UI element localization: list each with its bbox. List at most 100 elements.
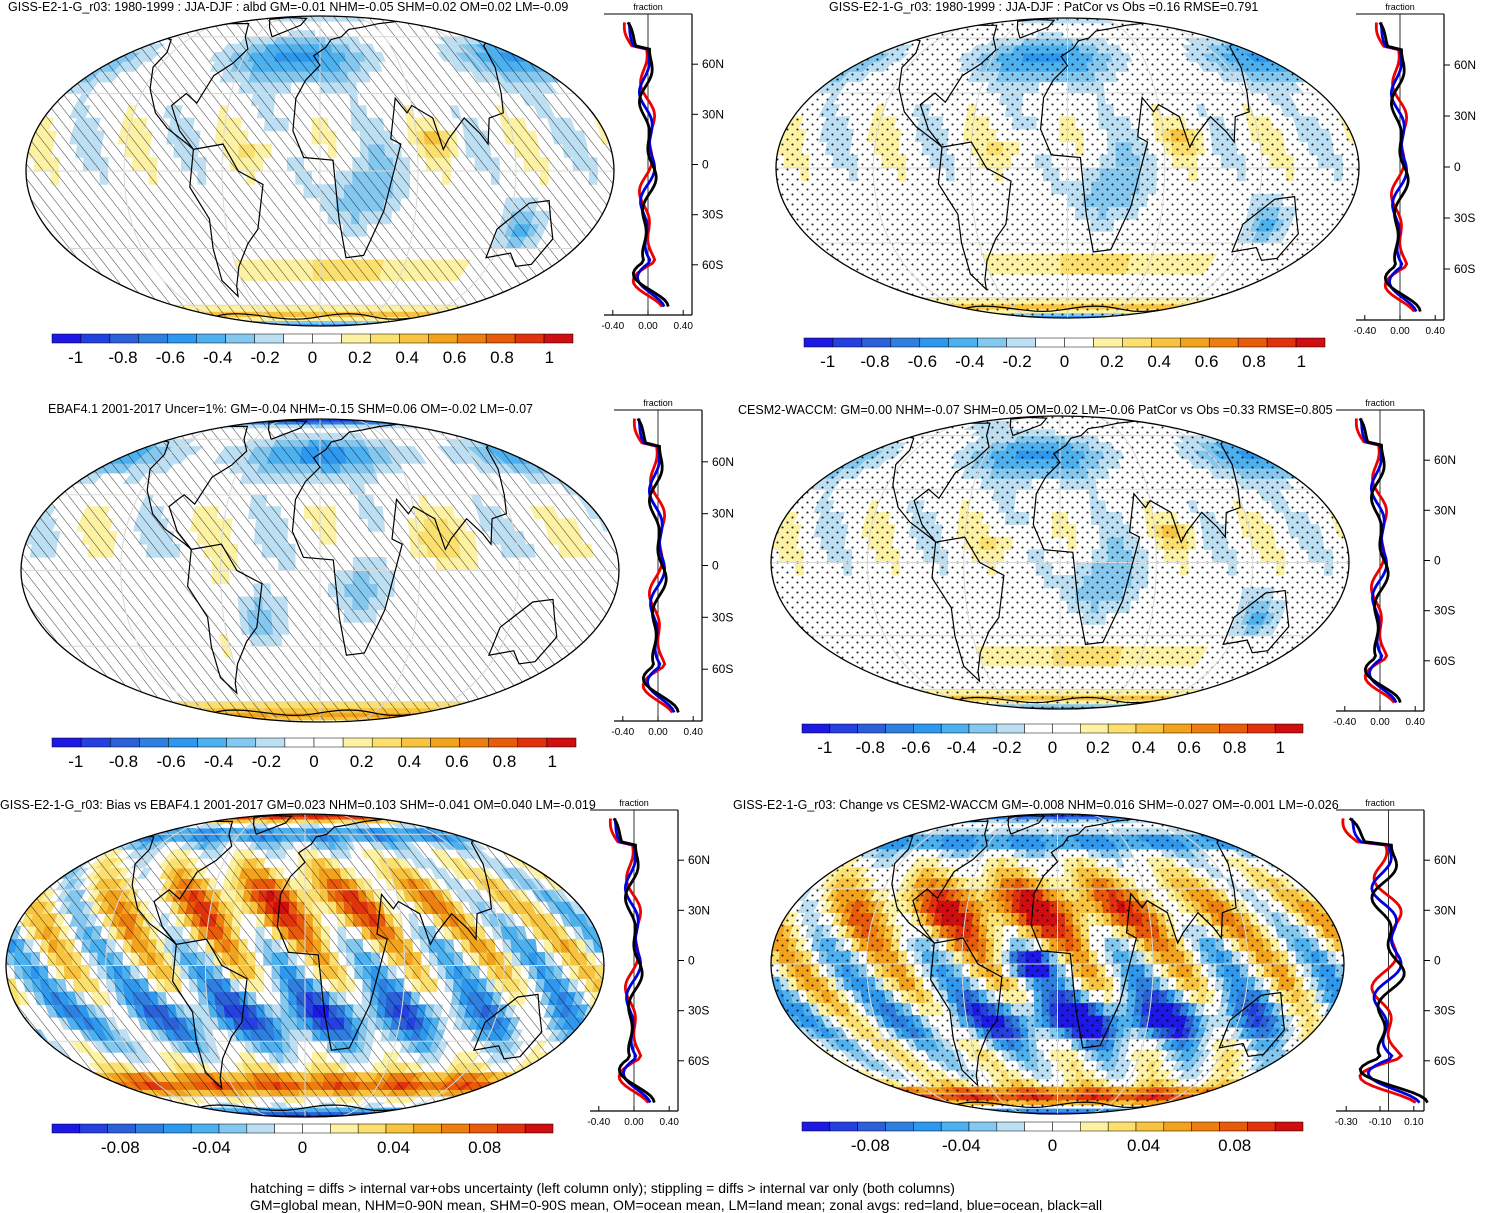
map-cell <box>172 424 193 428</box>
map-cell <box>232 17 249 19</box>
map-cell <box>1163 704 1183 707</box>
map-cell <box>400 325 422 326</box>
map-cell <box>207 720 228 722</box>
map-cell <box>1175 20 1196 23</box>
map-cell <box>928 309 948 313</box>
map-cell <box>1142 317 1163 318</box>
colorbar-swatch <box>941 724 969 733</box>
colorbar-tick-label: 0 <box>308 348 317 367</box>
map-cell <box>954 19 975 21</box>
map-cell <box>404 18 421 21</box>
map-cell <box>944 313 964 316</box>
map-cell <box>452 312 471 317</box>
map-cell <box>415 18 434 21</box>
map-cell <box>363 1115 378 1117</box>
map-cell <box>389 1115 408 1117</box>
map-cell <box>542 61 560 71</box>
map-cell <box>121 439 141 446</box>
map-cell <box>219 419 241 420</box>
map-cell <box>1166 316 1188 318</box>
map-cell <box>351 1116 365 1117</box>
map-cell <box>179 312 197 317</box>
map-cell <box>1114 708 1130 709</box>
map-cell <box>252 325 268 326</box>
map-cell <box>115 439 136 446</box>
map-cell <box>223 18 239 21</box>
map-cell <box>876 689 897 695</box>
map-cell <box>1194 695 1213 700</box>
map-cell <box>988 708 1004 709</box>
map-cell <box>391 325 411 326</box>
map-cell <box>455 713 477 717</box>
map-cell <box>842 443 862 451</box>
map-cell <box>963 708 984 709</box>
map-cell <box>1306 72 1324 82</box>
map-cell <box>395 325 416 326</box>
map-cell <box>234 419 253 420</box>
map-cell <box>1178 313 1199 316</box>
map-cell <box>249 324 263 326</box>
map-cell <box>472 708 494 713</box>
map-cell <box>854 443 873 451</box>
map-cell <box>344 1116 357 1117</box>
map-cell <box>406 420 426 422</box>
map-cell <box>397 1115 418 1117</box>
map-cell <box>168 424 189 428</box>
map-cell <box>399 419 421 420</box>
map-cell <box>947 707 968 709</box>
map-cell <box>387 1112 404 1115</box>
map-cell <box>1228 689 1249 695</box>
map-cell <box>423 717 443 720</box>
map-cell <box>107 446 127 454</box>
map-cell <box>1218 32 1237 38</box>
map-cell <box>1258 443 1278 451</box>
map-cell <box>391 324 408 326</box>
map-cell <box>514 446 534 454</box>
map-cell <box>971 316 989 318</box>
map-cell <box>202 1115 221 1117</box>
map-cell <box>1126 317 1143 318</box>
map-cell <box>1113 317 1127 318</box>
map-cell <box>456 312 476 317</box>
map-cell <box>366 325 380 326</box>
map-cell <box>1161 20 1179 23</box>
map-cell <box>229 324 246 326</box>
map-cell <box>209 717 227 720</box>
map-cell <box>1135 707 1153 709</box>
map-cell <box>1148 20 1164 23</box>
map-cell <box>431 713 450 717</box>
map-cell <box>1158 20 1176 23</box>
map-cell <box>154 312 175 317</box>
map-cell <box>431 18 452 21</box>
colorbar-swatch <box>920 338 949 347</box>
zonal-ytick-label: 0 <box>712 559 719 573</box>
map-cell <box>433 421 455 424</box>
map-cell <box>205 421 224 424</box>
map-cell <box>379 1116 400 1117</box>
zonal-ytick-label: 0 <box>702 158 709 172</box>
colorbar-swatch <box>168 334 197 343</box>
zonal-xtick-label: 0.00 <box>1370 717 1390 728</box>
map-cell <box>887 689 907 695</box>
map-cell <box>1014 317 1027 318</box>
map-cell <box>402 421 419 424</box>
map-cell <box>418 720 440 722</box>
map-cell <box>242 419 260 420</box>
map-cell <box>199 17 221 19</box>
colorbar-swatch <box>1151 338 1180 347</box>
map-cell <box>199 321 219 324</box>
zonal-ytick-label: 60S <box>1434 654 1455 668</box>
map-cell <box>977 707 993 709</box>
map-cell <box>924 309 944 313</box>
map-cell <box>354 1116 369 1117</box>
map-cell <box>435 321 457 324</box>
map-cell <box>1132 316 1148 318</box>
colorbar-swatch <box>255 334 284 343</box>
map-cell <box>1146 19 1164 21</box>
map-cell <box>1144 707 1163 709</box>
colorbar-tick-label: 0.2 <box>350 752 374 771</box>
map-cell <box>130 433 151 439</box>
map-cell <box>223 321 239 324</box>
zonal-ytick-label: 30N <box>1434 503 1456 517</box>
